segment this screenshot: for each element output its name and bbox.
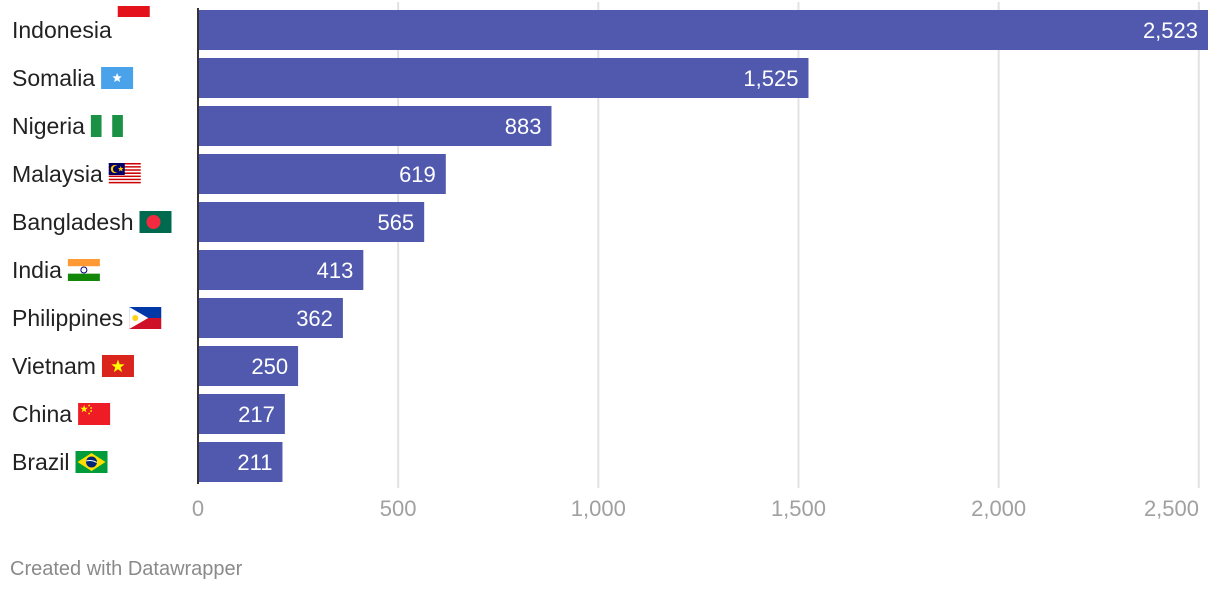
bar-philippines <box>198 298 343 338</box>
x-tick-label: 1,500 <box>771 496 826 521</box>
x-tick-label: 2,000 <box>971 496 1026 521</box>
bar-india <box>198 250 364 290</box>
bar-indonesia <box>198 10 1208 50</box>
value-label: 362 <box>296 306 333 331</box>
bar-vietnam <box>198 346 299 386</box>
china-flag-icon <box>78 403 111 425</box>
indonesia-flag-icon <box>117 6 150 17</box>
category-label: Indonesia <box>12 17 112 43</box>
x-axis: 0 500 1,000 1,500 2,000 2,500 <box>192 496 1199 521</box>
category-label: China <box>12 401 72 427</box>
value-label: 413 <box>317 258 354 283</box>
vietnam-flag-icon <box>101 355 134 377</box>
x-tick-label: 1,000 <box>571 496 626 521</box>
bar-brazil <box>198 442 283 482</box>
value-label: 565 <box>377 210 414 235</box>
category-label: Philippines <box>12 305 123 331</box>
bar-chart: 2,523 1,525 883 619 565 413 362 250 217 211 Indon… <box>12 2 1208 521</box>
category-label: India <box>12 257 62 283</box>
somalia-flag-icon <box>101 67 134 89</box>
bar-nigeria <box>198 106 552 146</box>
value-label: 2,523 <box>1143 18 1198 43</box>
value-label: 250 <box>251 354 288 379</box>
bar-somalia <box>198 58 809 98</box>
bar-malaysia <box>198 154 446 194</box>
category-label: Malaysia <box>12 161 103 187</box>
x-tick-label: 500 <box>380 496 417 521</box>
category-labels: Indonesia Somalia Nigeria Malaysia Banglades… <box>12 6 172 475</box>
bar-china <box>198 394 285 434</box>
malaysia-flag-icon <box>108 163 141 185</box>
value-label: 883 <box>505 114 542 139</box>
bangladesh-flag-icon <box>139 211 172 233</box>
category-label: Bangladesh <box>12 209 134 235</box>
category-label: Nigeria <box>12 113 85 139</box>
category-label: Brazil <box>12 449 70 475</box>
category-label: Vietnam <box>12 353 96 379</box>
value-label: 217 <box>238 402 275 427</box>
value-label: 619 <box>399 162 436 187</box>
philippines-flag-icon <box>129 307 162 329</box>
nigeria-flag-icon <box>90 115 123 137</box>
bars: 2,523 1,525 883 619 565 413 362 250 217 211 <box>198 10 1208 482</box>
value-label: 1,525 <box>743 66 798 91</box>
value-label: 211 <box>237 450 272 475</box>
category-label: Somalia <box>12 65 95 91</box>
bar-bangladesh <box>198 202 425 242</box>
x-tick-label: 2,500 <box>1144 496 1199 521</box>
footer-credit: Created with Datawrapper <box>10 558 243 580</box>
brazil-flag-icon <box>75 451 108 473</box>
x-tick-label: 0 <box>192 496 204 521</box>
india-flag-icon <box>67 259 100 281</box>
